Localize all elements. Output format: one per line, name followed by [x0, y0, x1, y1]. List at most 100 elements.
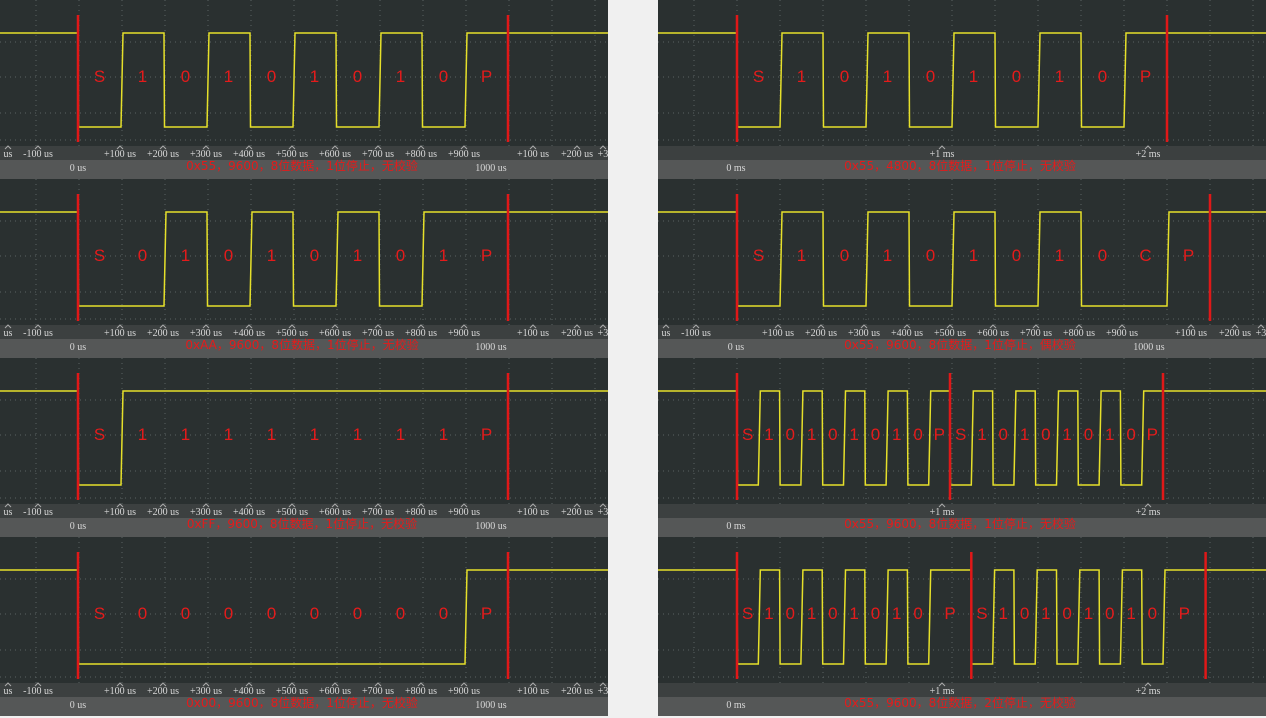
tick-label: +3 [598, 328, 609, 339]
tick-caret [662, 324, 670, 329]
tick-label: us [4, 507, 13, 518]
bit-label: 0 [871, 425, 880, 444]
bit-label: 0 [828, 604, 837, 623]
bit-label: 0 [1098, 246, 1107, 265]
bit-label: 0 [1098, 67, 1107, 86]
tick-label: -100 us [23, 686, 53, 697]
tick-label: 1000 us [475, 342, 507, 353]
bit-label: 0 [926, 67, 935, 86]
tick-label: +900 us [448, 686, 480, 697]
tick-label: 0 ms [726, 163, 745, 174]
caption: 0x55，9600，8位数据，2位停止，无校验 [844, 695, 1076, 710]
capture-panel: S 0 0 0 0 0 0 0 0 Pus -100 us +100 us +200 us +300 us… [0, 537, 608, 716]
tick-caret [288, 145, 296, 150]
tick-caret [417, 324, 425, 329]
bit-label: 0 [439, 67, 448, 86]
bit-label: 0 [310, 604, 319, 623]
bit-label: 0 [926, 246, 935, 265]
tick-label: +200 us [147, 328, 179, 339]
tick-label: +1 ms [930, 149, 955, 160]
tick-label: +200 us [561, 328, 593, 339]
tick-caret [1118, 324, 1126, 329]
tick-label: +400 us [233, 328, 265, 339]
bit-label: 0 [1148, 604, 1157, 623]
bit-label: 1 [439, 246, 448, 265]
bit-label: 0 [1020, 604, 1029, 623]
bit-label: 1 [1105, 425, 1114, 444]
tick-caret [116, 145, 124, 150]
bit-label: P [1183, 246, 1194, 265]
plot-area [0, 0, 608, 146]
tick-label: +3 [598, 507, 609, 518]
tick-label: 1000 us [1133, 342, 1165, 353]
bit-label: 1 [969, 246, 978, 265]
tick-label: +700 us [362, 328, 394, 339]
tick-caret [599, 324, 607, 329]
axis-strip [0, 683, 608, 697]
tick-label: -100 us [23, 149, 53, 160]
tick-label: +200 us [561, 149, 593, 160]
tick-caret [202, 324, 210, 329]
caption: 0xAA，9600，8位数据，1位停止，无校验 [185, 337, 418, 352]
tick-caret [116, 324, 124, 329]
bit-label: 0 [267, 604, 276, 623]
tick-caret [374, 324, 382, 329]
tick-caret [573, 324, 581, 329]
bit-label: 0 [267, 67, 276, 86]
bit-label: 0 [138, 246, 147, 265]
tick-label: +100 us [104, 686, 136, 697]
tick-label: +600 us [319, 686, 351, 697]
bit-label: 1 [764, 425, 773, 444]
tick-label: +2 ms [1136, 686, 1161, 697]
plot-area [658, 179, 1266, 325]
bit-label: 1 [267, 246, 276, 265]
tick-caret [159, 503, 167, 508]
bit-label: 1 [883, 246, 892, 265]
axis-strip [658, 325, 1266, 339]
tick-caret [460, 324, 468, 329]
tick-label: 1000 us [475, 163, 507, 174]
capture-panel: S 1 0 1 0 1 0 1 0 P S 1 0 1 0 1 0 1 0 P+1 ms +2 ms0 ms 0x55，9… [658, 537, 1266, 716]
tick-label: +700 us [362, 149, 394, 160]
tick-caret [245, 682, 253, 687]
tick-label: +200 us [561, 507, 593, 518]
tick-label: +100 us [517, 686, 549, 697]
bit-label: 1 [439, 425, 448, 444]
caption: 0xFF，9600，8位数据，1位停止，无校验 [187, 516, 417, 531]
tick-caret [938, 503, 946, 508]
bit-label: 0 [396, 246, 405, 265]
bit-label: 0 [840, 67, 849, 86]
caption: 0x55，9600，8位数据，1位停止，偶校验 [844, 337, 1076, 352]
bit-label: 0 [310, 246, 319, 265]
tick-label: +300 us [190, 149, 222, 160]
tick-caret [34, 324, 42, 329]
tick-label: +900 us [1106, 328, 1138, 339]
tick-label: +800 us [405, 149, 437, 160]
bit-label: 1 [138, 425, 147, 444]
tick-caret [989, 324, 997, 329]
bit-label: 0 [1012, 246, 1021, 265]
bit-label: S [955, 425, 966, 444]
tick-caret [599, 145, 607, 150]
tick-caret [331, 324, 339, 329]
tick-caret [692, 324, 700, 329]
bit-label: 0 [828, 425, 837, 444]
bit-label: 1 [883, 67, 892, 86]
tick-label: us [662, 328, 671, 339]
tick-label: +500 us [276, 328, 308, 339]
tick-caret [417, 682, 425, 687]
axis-strip [658, 683, 1266, 697]
tick-label: 0 us [728, 342, 745, 353]
tick-label: +1 ms [930, 686, 955, 697]
capture-panel: S 0 1 0 1 0 1 0 1 Pus -100 us +100 us +200 us +300 us… [0, 179, 608, 358]
tick-label: +400 us [891, 328, 923, 339]
tick-caret [159, 324, 167, 329]
tick-label: 0 ms [726, 700, 745, 711]
tick-label: +3 [598, 149, 609, 160]
bit-label: 0 [353, 604, 362, 623]
bit-label: 0 [786, 425, 795, 444]
bit-label: 1 [892, 425, 901, 444]
tick-caret [245, 503, 253, 508]
tick-label: +500 us [934, 328, 966, 339]
caption: 0x55，4800，8位数据，1位停止，无校验 [844, 158, 1076, 173]
